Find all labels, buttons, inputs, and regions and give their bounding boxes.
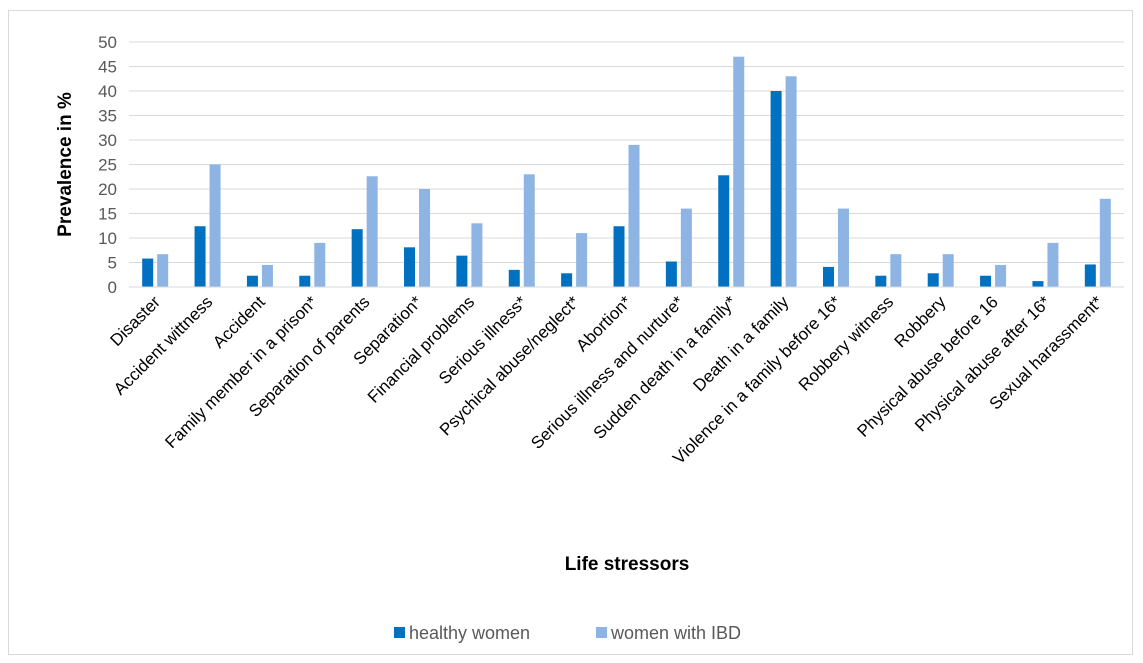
bar-healthy	[1032, 281, 1044, 287]
y-axis-ticks: 0 5 10 15 20 25 30 35 40 45 50	[98, 33, 117, 297]
bar-healthy	[404, 247, 416, 287]
bar-ibd	[785, 76, 797, 287]
y-tick-label: 0	[108, 278, 117, 297]
bar-ibd	[471, 223, 483, 287]
bar-healthy	[927, 273, 939, 287]
bar-ibd	[995, 264, 1007, 287]
bar-ibd	[523, 174, 535, 287]
bar-ibd	[157, 254, 169, 287]
bar-ibd	[837, 208, 849, 287]
x-axis-title: Life stressors	[565, 554, 690, 575]
y-tick-label: 20	[98, 180, 117, 199]
legend-label-healthy-women: healthy women	[409, 623, 530, 643]
bar-healthy	[822, 266, 834, 287]
bar-ibd	[733, 56, 745, 288]
y-axis-title: Prevalence in %	[55, 92, 76, 237]
bar-healthy	[246, 275, 258, 287]
bar-ibd	[890, 254, 902, 287]
y-tick-label: 40	[98, 82, 117, 101]
bar-healthy	[875, 275, 887, 287]
bar-ibd	[209, 164, 221, 287]
gridlines	[129, 41, 1124, 263]
legend-swatch-women-with-ibd	[596, 627, 607, 638]
legend-swatch-healthy-women	[394, 627, 405, 638]
bar-ibd	[261, 264, 273, 287]
bar-healthy	[142, 258, 154, 287]
x-category-label: Death in a family	[689, 292, 792, 395]
bar-healthy	[561, 273, 573, 287]
y-tick-label: 30	[98, 131, 117, 150]
bar-healthy	[299, 275, 311, 287]
y-tick-label: 45	[98, 58, 117, 77]
bar-healthy	[665, 261, 677, 287]
bar-ibd	[1047, 242, 1059, 287]
bar-healthy	[718, 175, 730, 287]
y-tick-label: 35	[98, 107, 117, 126]
bar-ibd	[366, 176, 378, 287]
bar-healthy	[194, 226, 206, 287]
bar-ibd	[576, 233, 588, 287]
bar-ibd	[419, 189, 431, 287]
legend: healthy women women with IBD	[394, 623, 741, 643]
bar-ibd	[942, 254, 954, 287]
bar-ibd	[1099, 198, 1111, 287]
bar-ibd	[314, 242, 326, 287]
bars	[142, 56, 1111, 288]
bar-healthy	[351, 229, 363, 287]
y-tick-label: 5	[108, 254, 117, 273]
bar-healthy	[1084, 264, 1096, 287]
bar-healthy	[770, 91, 782, 287]
bar-healthy	[613, 226, 625, 287]
y-tick-label: 25	[98, 156, 117, 175]
bar-healthy	[456, 255, 468, 287]
y-tick-label: 10	[98, 229, 117, 248]
bar-healthy	[508, 269, 520, 287]
y-tick-label: 50	[98, 33, 117, 52]
bar-ibd	[628, 144, 640, 287]
bar-ibd	[680, 208, 692, 287]
legend-label-women-with-ibd: women with IBD	[610, 623, 741, 643]
x-category-label: Accident wittness	[110, 292, 216, 398]
x-category-label: Robbery witness	[795, 292, 897, 394]
bar-healthy	[980, 275, 992, 287]
chart-frame: 0 5 10 15 20 25 30 35 40 45 50 Disaster Accident wi…	[8, 10, 1133, 655]
y-tick-label: 15	[98, 205, 117, 224]
